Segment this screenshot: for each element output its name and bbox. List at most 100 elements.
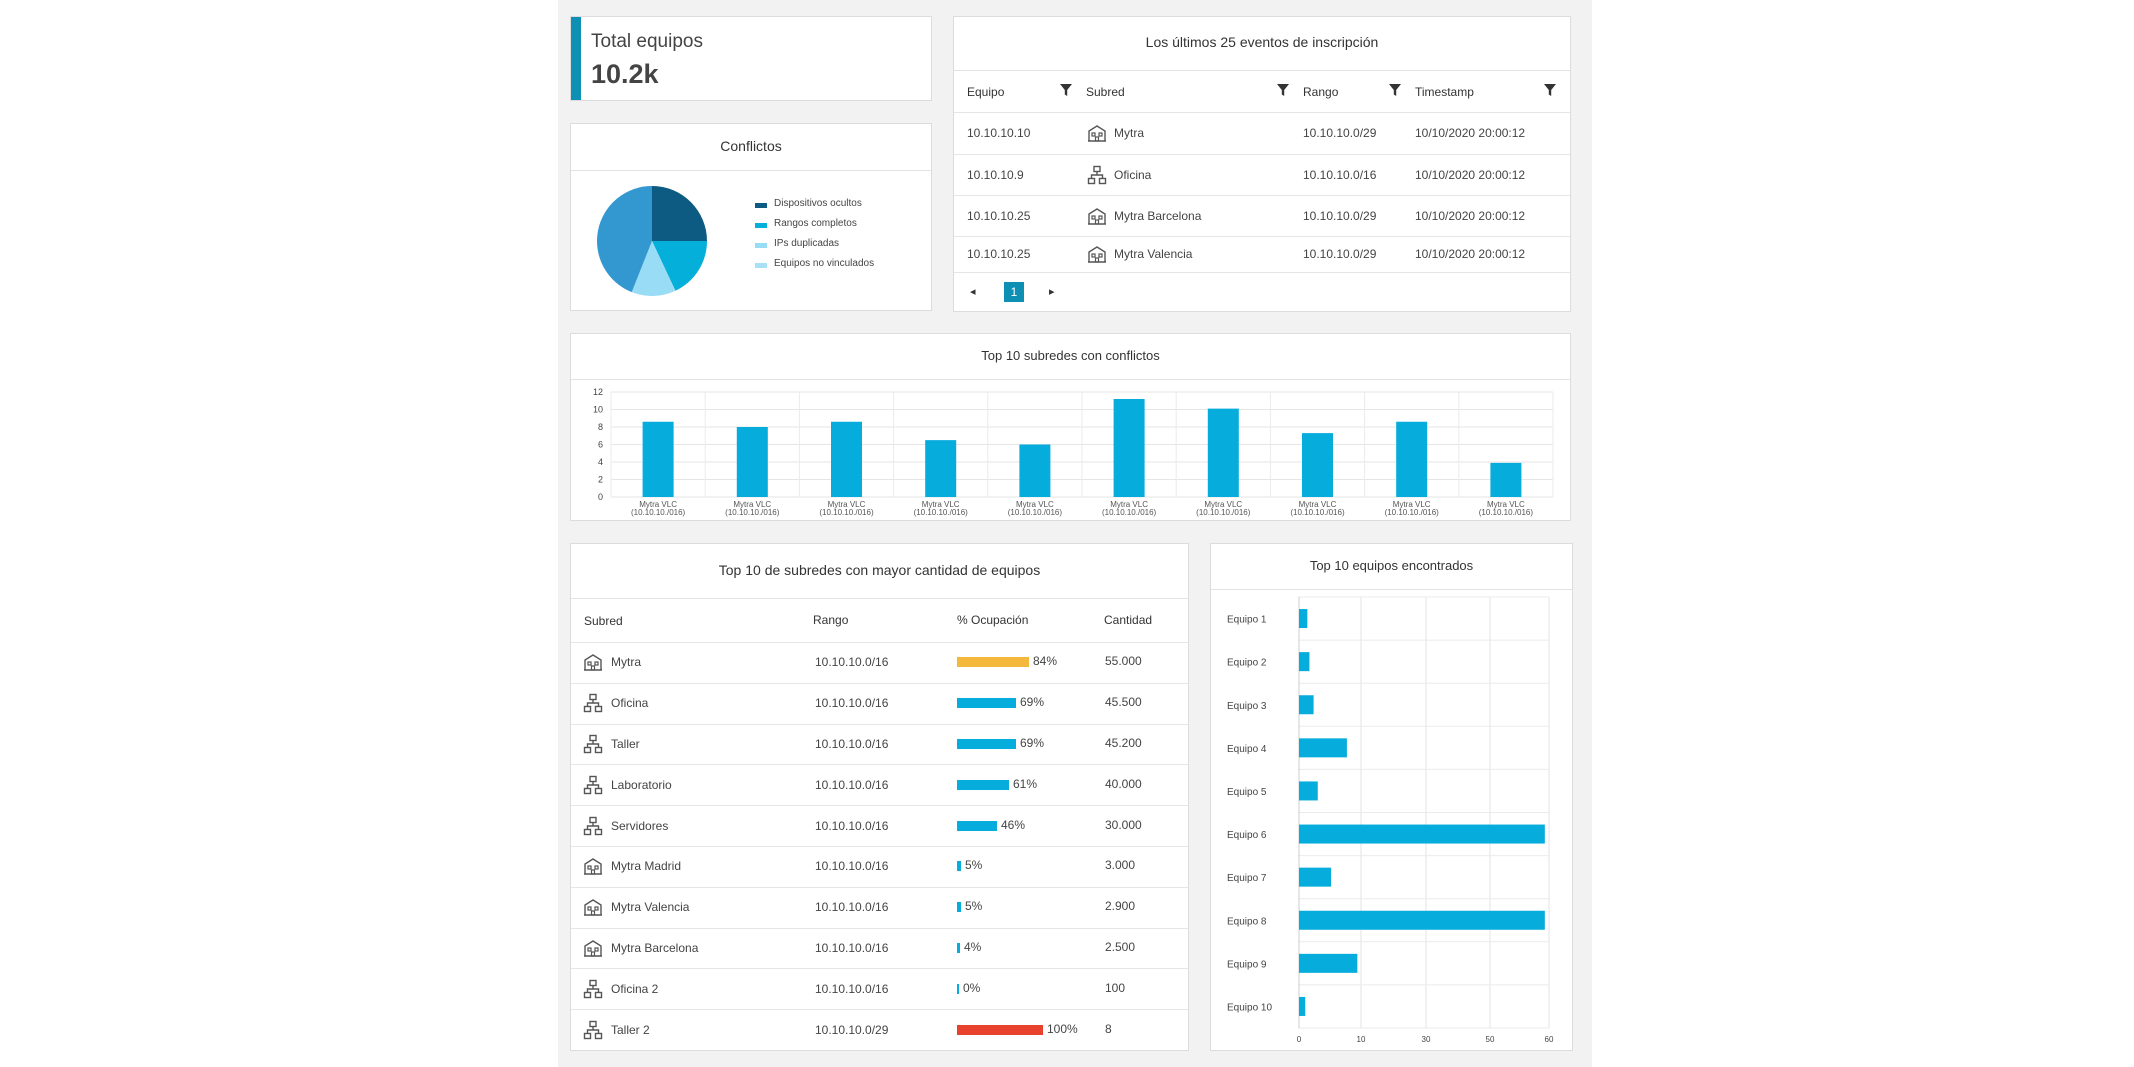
bar[interactable]	[1299, 738, 1347, 758]
subnet-name[interactable]: Mytra Madrid	[611, 859, 682, 874]
legend-item[interactable]: Dispositivos ocultos	[755, 198, 925, 218]
pie-slice[interactable]	[652, 241, 707, 291]
bar[interactable]	[642, 421, 674, 497]
y-tick-label: 12	[593, 387, 603, 397]
pagination-prev-button[interactable]: ◂	[970, 286, 976, 298]
pie-slice[interactable]	[597, 186, 652, 293]
occupancy-percent: 61%	[1013, 776, 1038, 791]
bar[interactable]	[1299, 824, 1545, 844]
subnet-name[interactable]: Mytra Valencia	[611, 900, 690, 915]
row-divider	[571, 927, 1188, 929]
legend-item[interactable]: Equipos no vinculados	[755, 258, 925, 278]
conflictos-divider	[571, 170, 931, 171]
occupancy-percent: 84%	[1033, 654, 1058, 669]
subnet-name[interactable]: Laboratorio	[611, 777, 672, 792]
subnet-name[interactable]: Mytra	[611, 655, 641, 670]
x-tick-label: (10.10.10./016)	[819, 508, 874, 517]
bar[interactable]	[1299, 652, 1310, 672]
subnet-cantidad: 45.200	[1105, 736, 1142, 750]
pagination-page-1[interactable]: 1	[1004, 282, 1024, 302]
bar[interactable]	[1207, 408, 1239, 497]
bar[interactable]	[1299, 609, 1308, 629]
bar[interactable]	[1490, 462, 1522, 497]
subnet-name[interactable]: Oficina	[611, 696, 649, 711]
subnet-name[interactable]: Taller 2	[611, 1022, 650, 1037]
event-subred[interactable]: Oficina	[1114, 167, 1152, 182]
x-tick-label: Mytra VLC	[733, 500, 771, 509]
pagination-next-button[interactable]: ▸	[1049, 286, 1055, 298]
building-icon	[583, 652, 603, 672]
col-header-rango[interactable]: Rango	[813, 613, 849, 627]
occupancy-percent: 69%	[1020, 695, 1045, 710]
bar[interactable]	[1299, 996, 1306, 1016]
network-icon	[583, 1020, 603, 1040]
subnet-name[interactable]: Taller	[611, 737, 640, 751]
subredes-divider	[571, 598, 1188, 599]
subnet-cantidad: 3.000	[1105, 858, 1136, 873]
legend-item[interactable]: IPs duplicadas	[755, 238, 925, 258]
col-header-cantidad[interactable]: Cantidad	[1104, 613, 1153, 627]
bar[interactable]	[1019, 444, 1051, 498]
row-divider	[571, 764, 1188, 766]
total-equipos-value: 10.2k	[591, 59, 659, 89]
bar[interactable]	[1299, 781, 1318, 801]
event-timestamp: 10/10/2020 20:00:12	[1415, 167, 1526, 182]
subnet-cantidad: 40.000	[1105, 776, 1142, 791]
event-subred[interactable]: Mytra Barcelona	[1114, 208, 1202, 223]
y-tick-label: 10	[593, 405, 603, 415]
bar[interactable]	[1302, 433, 1333, 497]
col-header-timestamp[interactable]: Timestamp	[1415, 85, 1474, 99]
event-subred[interactable]: Mytra	[1114, 126, 1144, 140]
bar[interactable]	[736, 427, 768, 497]
event-subred[interactable]: Mytra Valencia	[1114, 247, 1193, 261]
building-icon	[583, 856, 603, 876]
legend-item[interactable]: Rangos completos	[755, 218, 925, 238]
subnet-name[interactable]: Servidores	[611, 818, 669, 833]
bar[interactable]	[1299, 910, 1545, 930]
x-tick-label: 50	[1486, 1035, 1495, 1044]
col-header-subred[interactable]: Subred	[1086, 85, 1125, 99]
bar[interactable]	[831, 421, 862, 497]
subnet-rango: 10.10.10.0/16	[815, 981, 889, 996]
row-divider	[571, 723, 1188, 725]
x-tick-label: 10	[1357, 1035, 1366, 1044]
bar[interactable]	[925, 440, 957, 497]
subnet-name[interactable]: Mytra Barcelona	[611, 941, 699, 955]
bar[interactable]	[1299, 695, 1314, 715]
row-divider	[954, 154, 1570, 155]
y-tick-label: 0	[598, 492, 603, 502]
col-header-equipo[interactable]: Equipo	[967, 85, 1005, 99]
x-tick-label: (10.10.10./016)	[1290, 508, 1345, 517]
subnet-name[interactable]: Oficina 2	[611, 981, 659, 996]
conflictos-title: Conflictos	[720, 138, 782, 154]
bar[interactable]	[1396, 421, 1428, 497]
filter-icon[interactable]	[1276, 83, 1290, 97]
occupancy-bar	[957, 739, 1016, 749]
building-icon	[583, 897, 603, 917]
legend-swatch	[755, 263, 767, 268]
pie-slice[interactable]	[652, 186, 707, 241]
subnet-cantidad: 55.000	[1105, 654, 1142, 669]
bar[interactable]	[1299, 867, 1332, 887]
legend-label: Dispositivos ocultos	[774, 198, 862, 209]
bar[interactable]	[1113, 399, 1145, 497]
filter-icon[interactable]	[1543, 83, 1557, 97]
filter-icon[interactable]	[1388, 83, 1402, 97]
filter-icon[interactable]	[1059, 83, 1073, 97]
y-tick-label: Equipo 1	[1227, 615, 1267, 626]
col-header-subred[interactable]: Subred	[584, 614, 623, 628]
col-header-ocupacion[interactable]: % Ocupación	[957, 613, 1029, 627]
equipos-bar-chart-title: Top 10 equipos encontrados	[1309, 558, 1474, 573]
col-header-rango[interactable]: Rango	[1303, 85, 1339, 99]
bar[interactable]	[1299, 953, 1358, 973]
pie-slice[interactable]	[631, 241, 676, 296]
equipos-bar-chart-card: Top 10 equipos encontrados Equipo 1 Equip…	[1210, 543, 1573, 1051]
occupancy-bar	[957, 861, 961, 872]
event-rango: 10.10.10.0/16	[1303, 167, 1377, 182]
network-icon	[583, 979, 603, 999]
occupancy-bar	[957, 983, 959, 994]
x-tick-label: (10.10.10./016)	[914, 508, 969, 517]
event-rango: 10.10.10.0/29	[1303, 126, 1377, 140]
subnet-rango: 10.10.10.0/16	[815, 818, 889, 833]
